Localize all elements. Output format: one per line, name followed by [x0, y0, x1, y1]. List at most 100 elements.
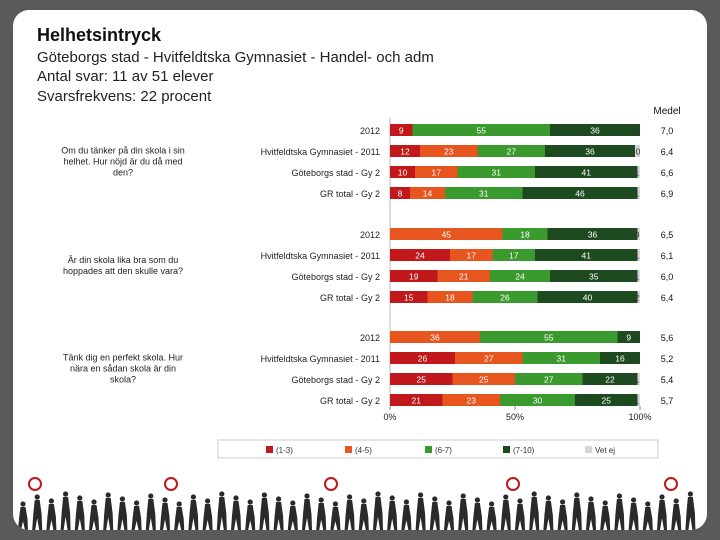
legend-box	[217, 439, 659, 459]
bar-segment	[637, 270, 640, 282]
data-label: 26	[418, 354, 428, 364]
data-label: 19	[409, 272, 419, 282]
mean-value: 5,2	[661, 354, 674, 364]
row-label: 2012	[360, 230, 380, 240]
person-silhouette	[188, 494, 199, 530]
data-label: 0	[635, 333, 640, 343]
person-silhouette	[74, 495, 85, 530]
data-label: 23	[444, 147, 454, 157]
bar-segment	[582, 373, 638, 385]
data-label: 31	[479, 189, 489, 199]
question-label: Är din skola lika bra som du	[68, 255, 179, 265]
bar-segment	[390, 166, 415, 178]
data-label: 21	[459, 272, 469, 282]
bar-segment	[427, 291, 473, 303]
bar-segment	[522, 352, 600, 364]
person-silhouette	[500, 494, 511, 530]
data-label: 26	[500, 293, 510, 303]
question-label: hoppades att den skulle vara?	[63, 266, 183, 276]
data-label: 55	[477, 126, 487, 136]
bar-segment	[455, 352, 523, 364]
data-label: 27	[544, 375, 554, 385]
bar-segment	[547, 228, 638, 240]
data-label: 1	[635, 272, 640, 282]
x-tick-label: 100%	[628, 412, 651, 422]
question-label: nära en sådan skola är din	[70, 364, 176, 374]
mean-value: 6,0	[661, 272, 674, 282]
data-label: 27	[484, 354, 494, 364]
row-label: Hvitfeldtska Gymnasiet - 2011	[261, 354, 380, 364]
data-label: 2	[635, 293, 640, 303]
bar-segment	[437, 270, 490, 282]
person-silhouette	[657, 494, 667, 530]
person-silhouette	[628, 497, 639, 530]
target-icon	[164, 477, 178, 491]
data-label: 41	[582, 251, 592, 261]
x-tick-label: 50%	[506, 412, 524, 422]
person-silhouette	[472, 497, 483, 530]
data-label: 24	[415, 251, 425, 261]
data-label: 31	[557, 354, 567, 364]
question-label: Om du tänker på din skola i sin	[61, 146, 185, 156]
person-silhouette	[32, 494, 43, 530]
question-label: den?	[113, 168, 133, 178]
bar-segment	[545, 145, 635, 157]
bar-segment	[420, 145, 478, 157]
bar-segment	[480, 331, 618, 343]
data-label: 17	[467, 251, 477, 261]
person-silhouette	[103, 492, 114, 530]
slide-title: Helhetsintryck	[37, 25, 162, 45]
person-silhouette	[117, 496, 128, 530]
slide: Helhetsintryck Göteborgs stad - Hvitfeld…	[13, 10, 707, 530]
target-icon	[664, 477, 678, 491]
data-label: 18	[520, 230, 530, 240]
data-label: 45	[442, 230, 452, 240]
person-silhouette	[515, 498, 525, 530]
person-silhouette	[486, 501, 497, 530]
person-silhouette	[273, 496, 284, 530]
person-silhouette	[642, 501, 653, 530]
person-silhouette	[46, 498, 57, 530]
bar-segment	[390, 331, 480, 343]
row-label: 2012	[360, 333, 380, 343]
data-label: 23	[467, 396, 477, 406]
person-silhouette	[60, 491, 71, 530]
data-label: 24	[515, 272, 525, 282]
row-label: Göteborgs stad - Gy 2	[291, 168, 380, 178]
row-label: GR total - Gy 2	[320, 396, 380, 406]
bar-segment	[550, 270, 638, 282]
person-silhouette	[302, 493, 312, 530]
person-silhouette	[373, 491, 383, 530]
person-silhouette	[529, 491, 540, 530]
mean-value: 6,6	[661, 168, 674, 178]
mean-value: 6,9	[661, 189, 674, 199]
mean-value: 7,0	[661, 126, 674, 136]
data-label: 31	[492, 168, 502, 178]
data-label: 55	[544, 333, 554, 343]
bar-segment	[575, 394, 638, 406]
data-label: 46	[575, 189, 585, 199]
data-label: 0	[635, 230, 640, 240]
subtitle-responses: Antal svar: 11 av 51 elever	[37, 68, 214, 85]
bar-segment	[490, 270, 550, 282]
bar-segment	[537, 291, 638, 303]
question-label: Tänk dig en perfekt skola. Hur	[63, 353, 183, 363]
data-label: 25	[602, 396, 612, 406]
data-label: 10	[398, 168, 408, 178]
row-label: GR total - Gy 2	[320, 189, 380, 199]
mean-column-header: Medel	[653, 106, 680, 117]
bar-segment	[515, 373, 583, 385]
bar-segment	[617, 331, 640, 343]
target-icon	[28, 477, 42, 491]
bar-segment	[390, 228, 503, 240]
subtitle-school: Göteborgs stad - Hvitfeldtska Gymnasiet …	[37, 49, 434, 66]
data-label: 17	[432, 168, 442, 178]
data-label: 1	[635, 168, 640, 178]
bar-segment	[472, 291, 538, 303]
target-icon	[324, 477, 338, 491]
bar-segment	[390, 145, 420, 157]
subtitle-response-rate: Svarsfrekvens: 22 procent	[37, 88, 212, 105]
data-label: 35	[589, 272, 599, 282]
person-silhouette	[614, 493, 625, 530]
person-silhouette	[89, 499, 99, 530]
